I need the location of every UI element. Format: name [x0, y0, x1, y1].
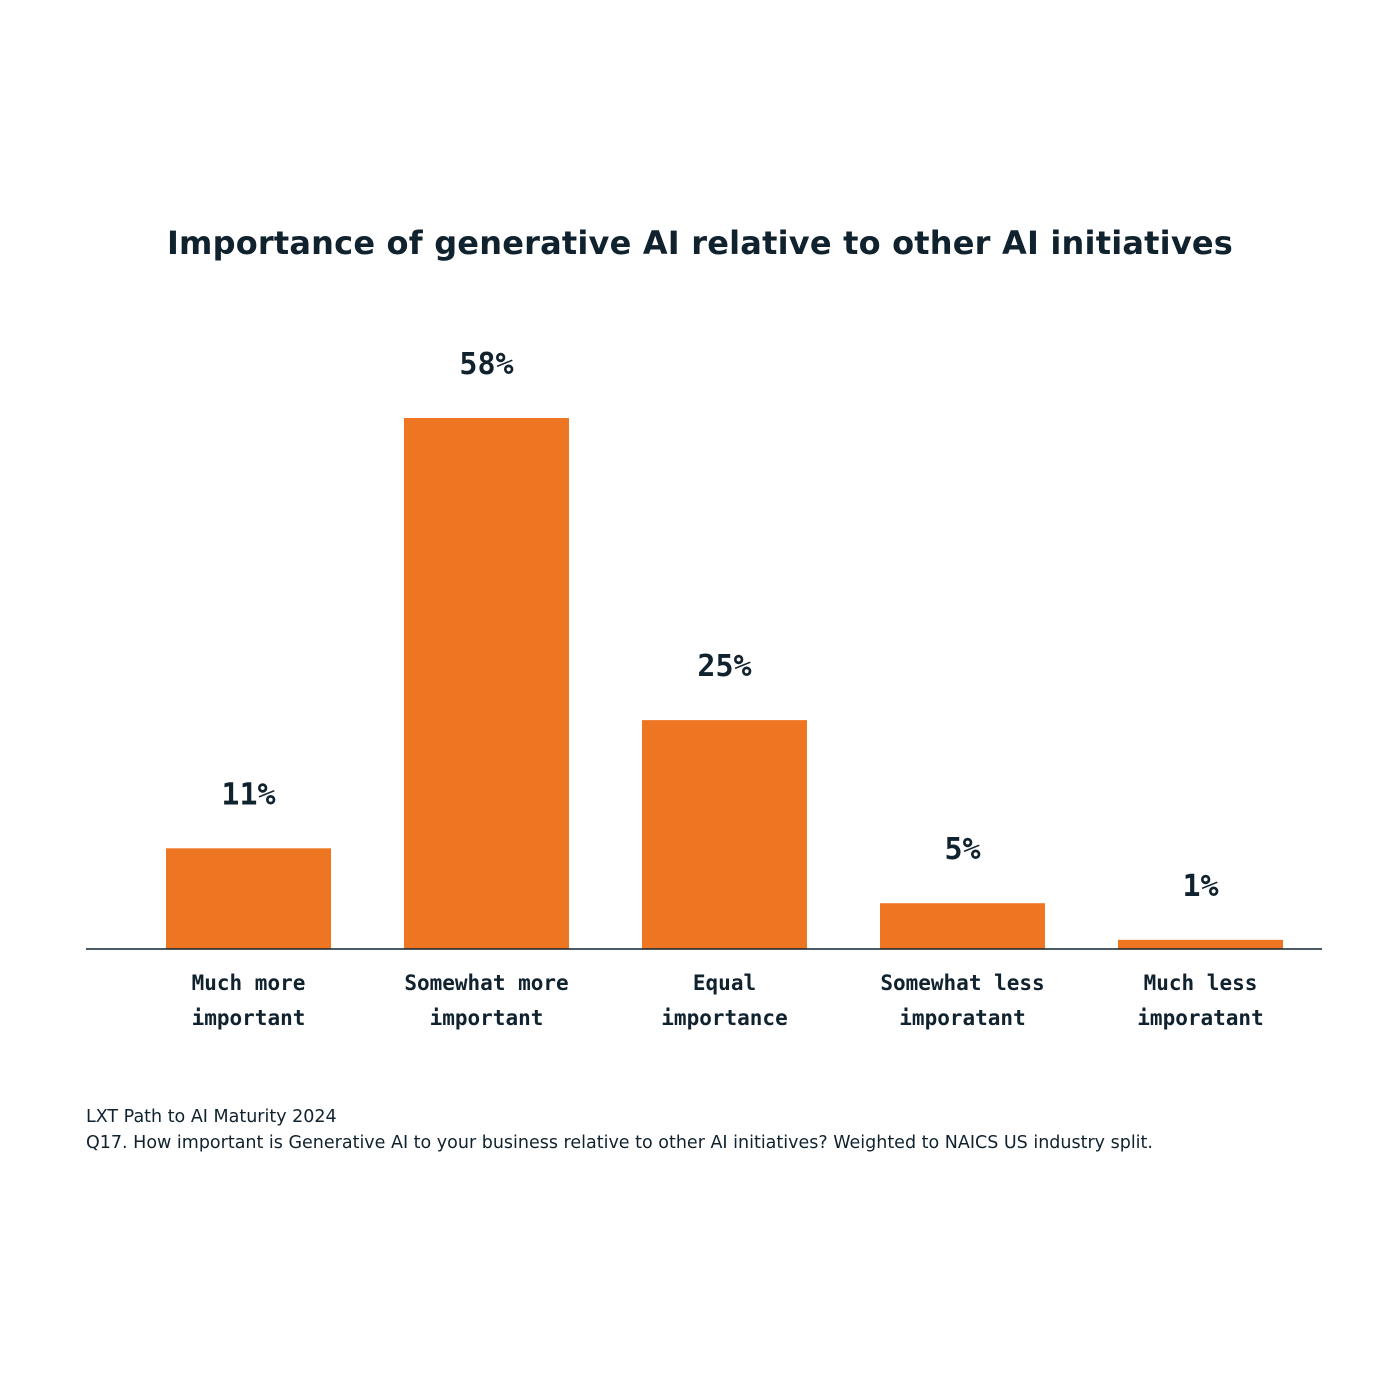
- category-label-4-line-0: Much less: [1144, 971, 1258, 995]
- bar-2: [642, 720, 807, 949]
- value-label-0: 11%: [221, 777, 275, 812]
- bars-layer: [166, 418, 1283, 949]
- chart-title: Importance of generative AI relative to …: [166, 224, 1234, 262]
- category-label-3-line-0: Somewhat less: [880, 971, 1044, 995]
- category-label-2-line-1: importance: [661, 1006, 787, 1030]
- value-labels-layer: 11% 58% 25% 5% 1%: [221, 347, 1218, 904]
- bar-3: [880, 903, 1045, 949]
- bar-4: [1118, 939, 1283, 949]
- bar-0: [166, 848, 331, 949]
- category-labels-layer: Much more important Somewhat more important…: [192, 971, 1264, 1030]
- category-label-4-line-1: imporatant: [1137, 1006, 1263, 1030]
- value-label-4: 1%: [1182, 869, 1218, 904]
- category-label-3-line-1: imporatant: [899, 1006, 1025, 1030]
- value-label-2: 25%: [697, 649, 751, 684]
- value-label-3: 5%: [944, 832, 980, 867]
- category-label-2-line-0: Equal: [693, 971, 756, 995]
- bar-1: [404, 418, 569, 949]
- category-label-0-line-1: important: [192, 1006, 306, 1030]
- category-label-0-line-0: Much more: [192, 971, 306, 995]
- value-label-1: 58%: [459, 347, 513, 382]
- category-label-1-line-1: important: [430, 1006, 544, 1030]
- footnote-source: LXT Path to AI Maturity 2024: [86, 1107, 337, 1127]
- category-label-1-line-0: Somewhat more: [404, 971, 568, 995]
- footnote-question: Q17. How important is Generative AI to y…: [86, 1133, 1153, 1153]
